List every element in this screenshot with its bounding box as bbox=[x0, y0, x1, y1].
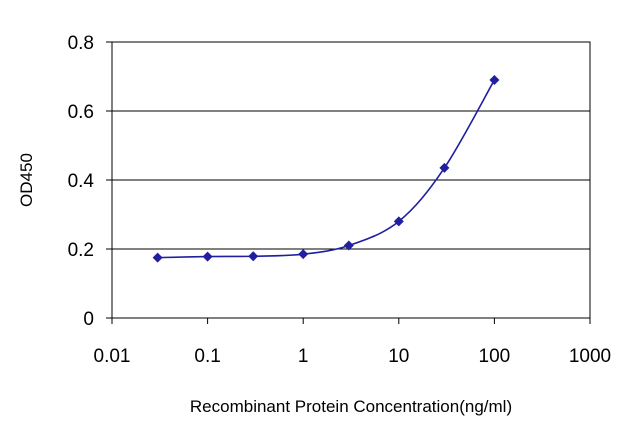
data-point-4 bbox=[343, 240, 354, 251]
x-tick-label: 1000 bbox=[569, 346, 611, 367]
data-point-2 bbox=[248, 251, 259, 262]
y-tick-label: 0.6 bbox=[68, 102, 94, 123]
data-point-7 bbox=[489, 74, 500, 85]
series bbox=[152, 74, 500, 263]
y-tick-label: 0 bbox=[83, 309, 94, 330]
x-tick-label: 10 bbox=[388, 346, 409, 367]
x-tick-label: 0.1 bbox=[194, 346, 220, 367]
x-tick-label: 1 bbox=[298, 346, 309, 367]
data-point-1 bbox=[202, 251, 213, 262]
axes bbox=[106, 41, 591, 324]
y-tick-label: 0.4 bbox=[68, 171, 95, 192]
y-axis-label: OD450 bbox=[17, 153, 36, 207]
tick-labels: 0 0.2 0.4 0.6 0.8 0.01 0.1 1 10 100 1000 bbox=[68, 33, 612, 367]
x-tick-label: 0.01 bbox=[94, 346, 131, 367]
x-axis-label: Recombinant Protein Concentration(ng/ml) bbox=[190, 397, 512, 416]
data-point-5 bbox=[393, 216, 404, 227]
data-point-3 bbox=[298, 249, 309, 260]
y-tick-label: 0.2 bbox=[68, 240, 94, 261]
data-point-6 bbox=[439, 162, 450, 173]
y-tick-label: 0.8 bbox=[68, 33, 94, 54]
grid-lines bbox=[112, 41, 590, 250]
data-point-0 bbox=[152, 252, 163, 263]
x-tick-label: 100 bbox=[479, 346, 511, 367]
